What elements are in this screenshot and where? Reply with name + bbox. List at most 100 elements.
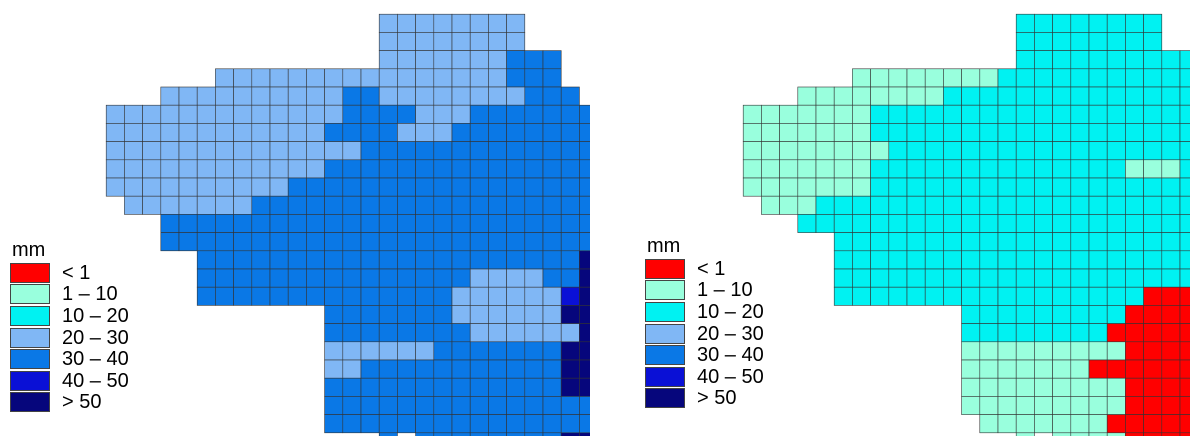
grid-cell — [943, 232, 962, 252]
grid-cell — [742, 123, 762, 142]
grid-cell — [833, 195, 853, 215]
legend-label: 10 – 20 — [62, 304, 129, 327]
grid-cell — [306, 286, 325, 306]
legend-label: 1 – 10 — [697, 279, 753, 302]
grid-cell — [469, 32, 489, 51]
grid-cell — [906, 123, 926, 142]
grid-cell — [579, 177, 590, 197]
grid-cell — [360, 268, 380, 288]
grid-cell — [506, 86, 526, 106]
grid-cell — [1088, 268, 1108, 288]
grid-cell — [1088, 232, 1108, 252]
grid-cell — [1106, 141, 1126, 161]
grid-cell — [852, 159, 871, 179]
grid-cell — [1015, 396, 1035, 415]
grid-cell — [579, 123, 590, 142]
grid-cell — [488, 396, 507, 415]
grid-cell — [1034, 323, 1053, 343]
grid-cell — [1070, 377, 1090, 397]
grid-cell — [1034, 414, 1053, 434]
grid-cell — [360, 68, 380, 88]
grid-cell — [1161, 359, 1181, 379]
grid-cell — [542, 250, 562, 270]
grid-cell — [524, 268, 544, 288]
grid-cell — [997, 286, 1017, 306]
grid-cell — [560, 305, 580, 324]
grid-cell — [797, 104, 817, 124]
grid-cell — [852, 123, 871, 142]
legend-unit: mm — [12, 239, 46, 261]
grid-cell — [542, 141, 562, 161]
grid-cell — [360, 286, 380, 306]
grid-cell — [1034, 341, 1053, 361]
grid-cell — [524, 104, 544, 124]
grid-cell — [1143, 396, 1163, 415]
grid-cell — [433, 177, 453, 197]
legend-item: 20 – 30 — [645, 323, 764, 345]
grid-cell — [251, 214, 271, 233]
grid-cell — [469, 286, 489, 306]
grid-cell — [924, 177, 944, 197]
grid-cell — [415, 396, 435, 415]
grid-cell — [997, 396, 1017, 415]
grid-cell — [560, 214, 580, 233]
grid-cell — [488, 104, 507, 124]
grid-cell — [1034, 32, 1053, 51]
grid-cell — [1179, 232, 1190, 252]
map-left-grid — [105, 13, 590, 436]
grid-cell — [415, 359, 435, 379]
grid-cell — [1088, 396, 1108, 415]
grid-cell — [378, 396, 398, 415]
grid-cell — [415, 195, 435, 215]
grid-cell — [1070, 123, 1090, 142]
grid-cell — [178, 214, 198, 233]
legend-left: mm < 1 1 – 10 10 – 20 20 – 30 30 – 40 40… — [10, 240, 129, 413]
grid-cell — [943, 159, 962, 179]
grid-cell — [833, 214, 853, 233]
grid-cell — [1143, 195, 1163, 215]
grid-cell — [1070, 13, 1090, 33]
grid-cell — [506, 177, 526, 197]
grid-cell — [1125, 32, 1144, 51]
grid-cell — [324, 141, 344, 161]
grid-cell — [251, 141, 271, 161]
grid-cell — [1125, 195, 1144, 215]
grid-cell — [1052, 232, 1072, 252]
grid-cell — [1106, 13, 1126, 33]
grid-cell — [924, 268, 944, 288]
grid-cell — [178, 232, 198, 252]
grid-cell — [506, 323, 526, 343]
legend-label: 1 – 10 — [62, 283, 118, 306]
grid-cell — [870, 286, 890, 306]
grid-cell — [1161, 86, 1181, 106]
grid-cell — [1106, 159, 1126, 179]
grid-cell — [415, 214, 435, 233]
grid-cell — [1015, 414, 1035, 434]
grid-cell — [488, 268, 507, 288]
grid-cell — [524, 286, 544, 306]
grid-cell — [961, 195, 981, 215]
grid-cell — [1088, 359, 1108, 379]
grid-cell — [1052, 177, 1072, 197]
grid-cell — [506, 359, 526, 379]
grid-cell — [870, 104, 890, 124]
grid-cell — [524, 50, 544, 70]
grid-cell — [1125, 341, 1144, 361]
grid-cell — [979, 232, 999, 252]
grid-cell — [324, 123, 344, 142]
grid-cell — [1052, 123, 1072, 142]
grid-cell — [233, 232, 253, 252]
grid-cell — [761, 195, 780, 215]
grid-cell — [324, 377, 344, 397]
grid-cell — [1034, 396, 1053, 415]
grid-cell — [761, 123, 780, 142]
grid-cell — [105, 141, 125, 161]
grid-cell — [506, 286, 526, 306]
grid-cell — [560, 286, 580, 306]
grid-cell — [888, 268, 908, 288]
grid-cell — [1015, 305, 1035, 324]
grid-cell — [1161, 286, 1181, 306]
grid-cell — [979, 414, 999, 434]
grid-cell — [1161, 323, 1181, 343]
grid-cell — [196, 268, 216, 288]
